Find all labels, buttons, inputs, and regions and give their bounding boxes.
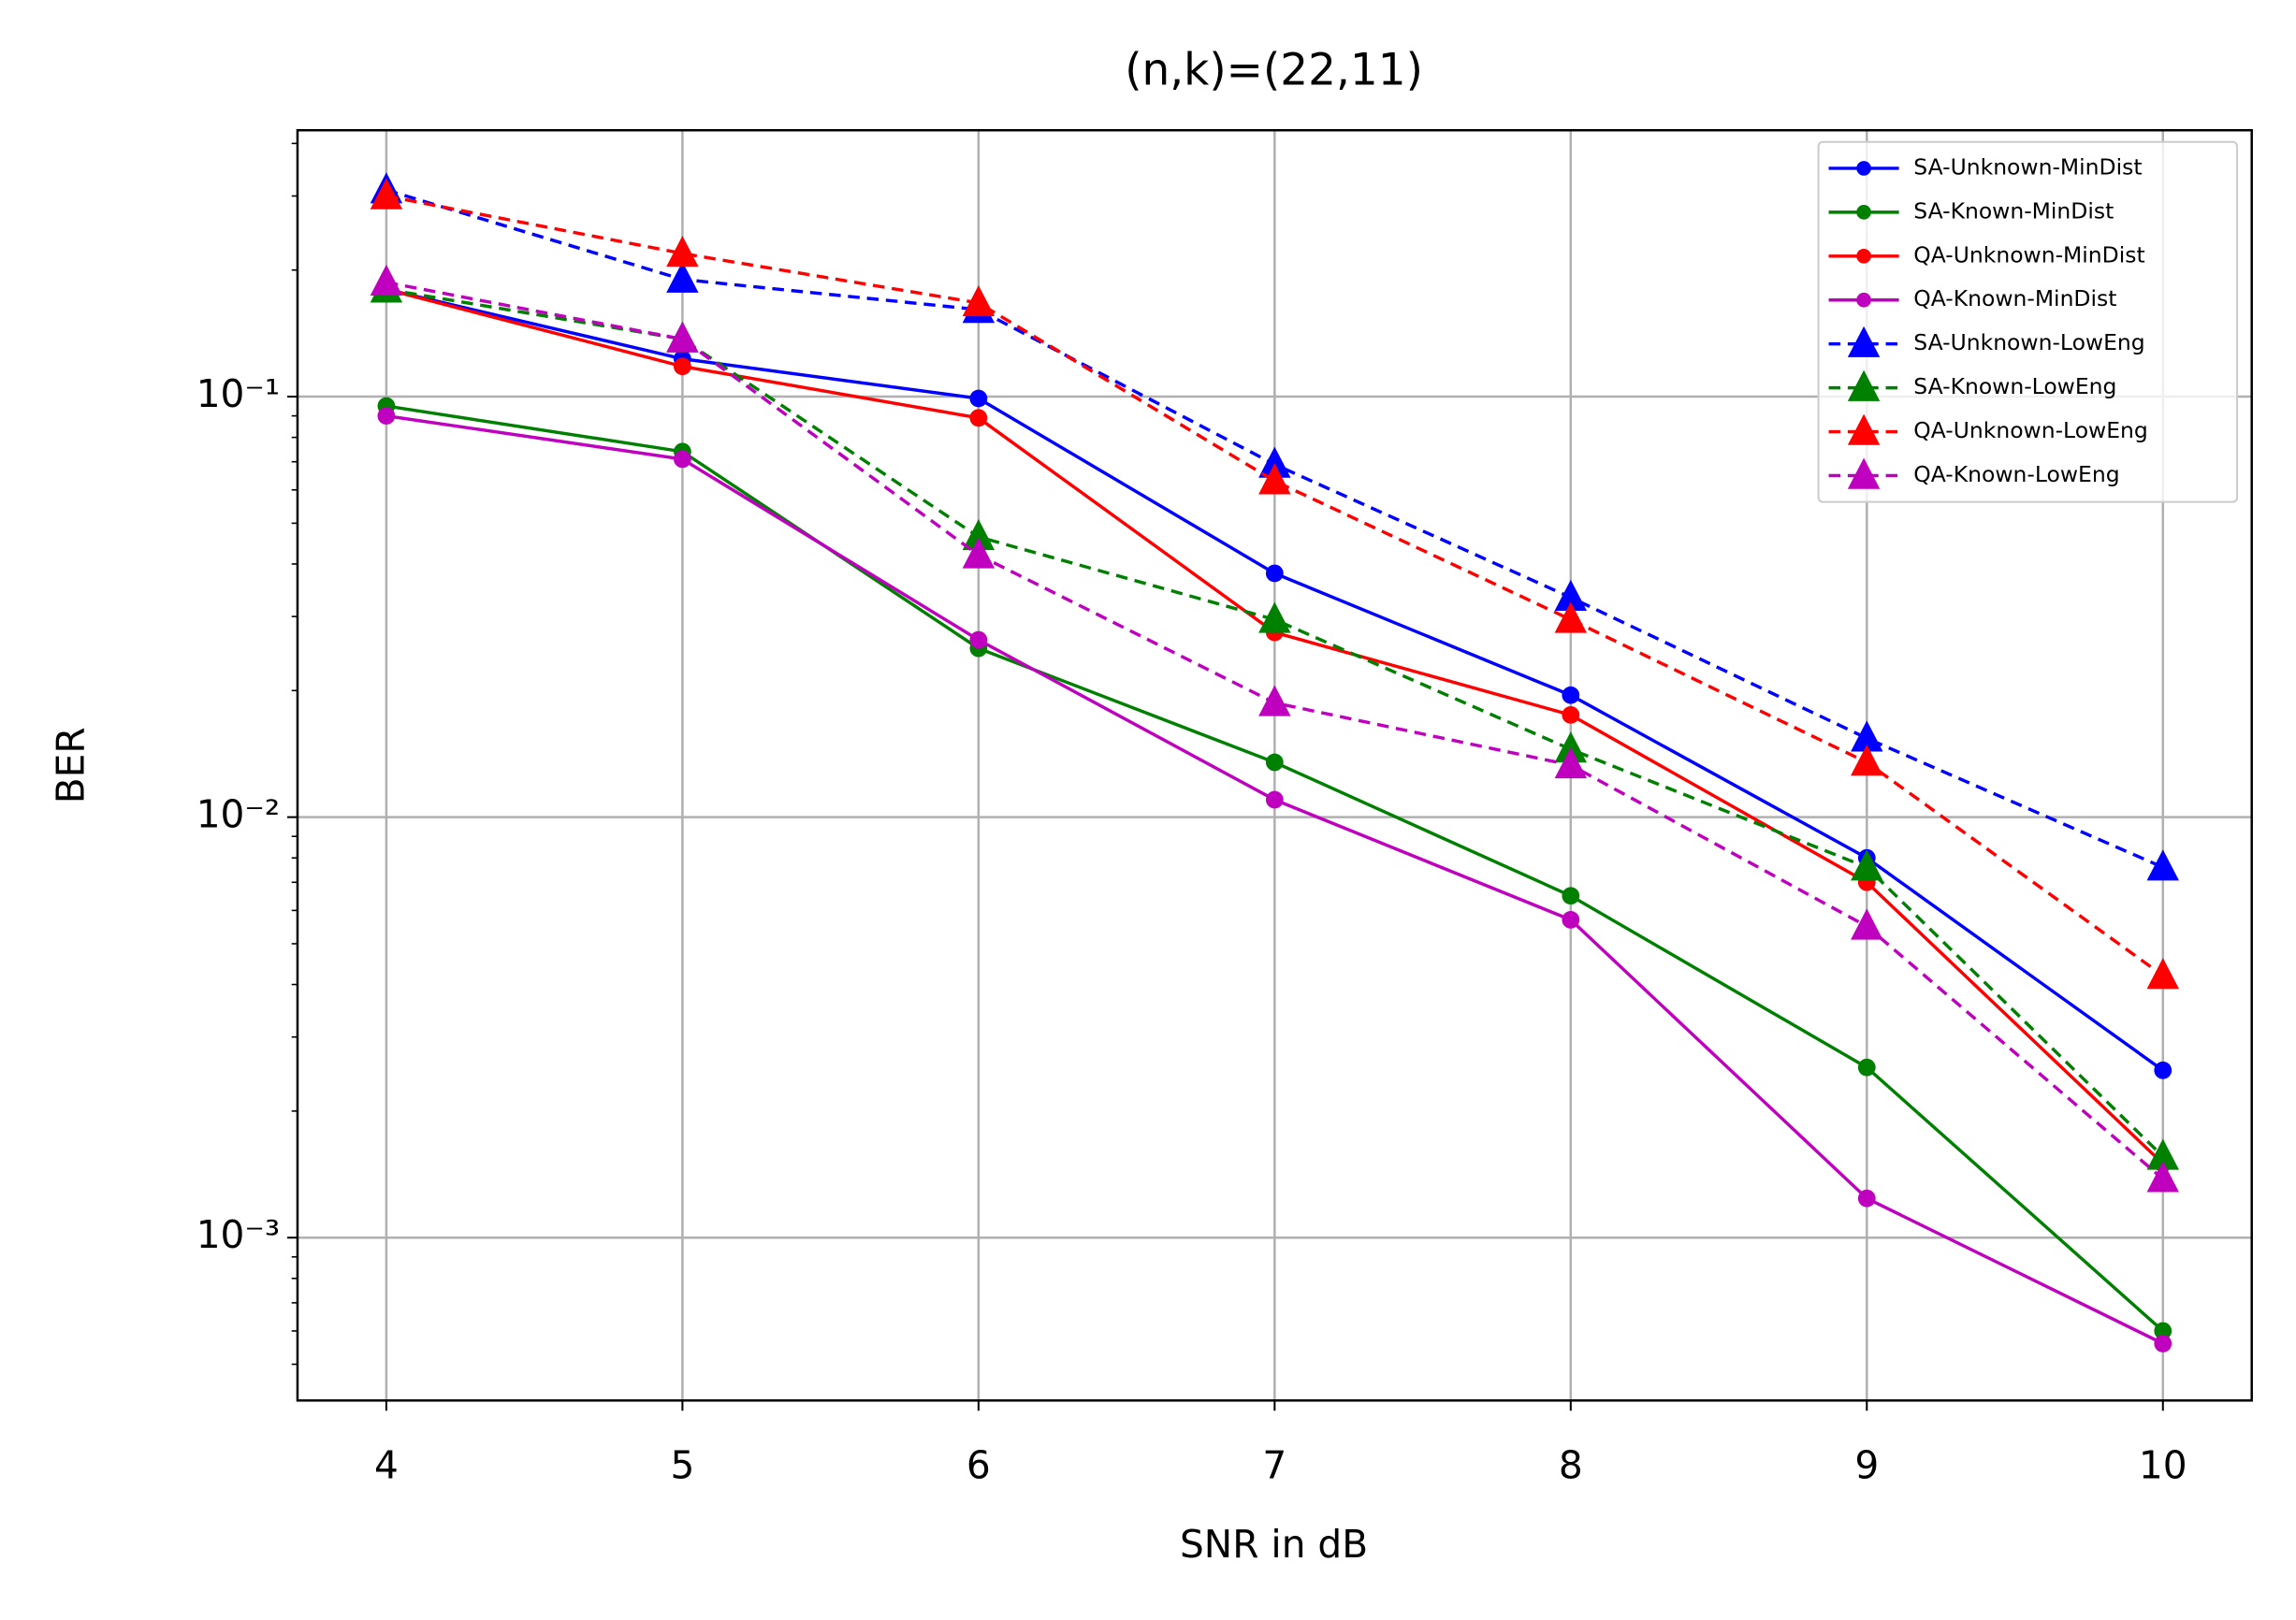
x-tick-label: 8	[1559, 1442, 1583, 1487]
marker	[1847, 413, 1881, 445]
x-axis-label: SNR in dB	[1180, 1522, 1368, 1567]
y-tick-label: 10⁻³	[196, 1212, 281, 1257]
legend-box	[1817, 140, 2239, 503]
marker	[1258, 446, 1291, 478]
marker	[1562, 686, 1580, 704]
marker	[377, 407, 396, 426]
marker	[962, 519, 995, 551]
marker	[1562, 911, 1580, 929]
marker	[666, 321, 699, 353]
marker	[1856, 161, 1871, 176]
legend-label: SA-Unknown-MinDist	[1913, 153, 2142, 180]
x-tick-label: 5	[670, 1442, 694, 1487]
y-tick-label: 10⁻²	[196, 792, 281, 837]
marker	[1857, 1189, 1876, 1208]
y-tick-label: 10⁻¹	[196, 371, 281, 416]
marker	[2146, 1161, 2179, 1193]
marker	[666, 261, 699, 293]
marker	[1857, 1058, 1876, 1077]
y-axis-label: BER	[49, 727, 94, 803]
x-tick-label: 4	[374, 1442, 399, 1487]
marker	[962, 537, 995, 569]
marker	[1265, 564, 1284, 583]
legend-label: QA-Known-MinDist	[1913, 285, 2116, 311]
legend: SA-Unknown-MinDist SA-Known-MinDist QA-Unk…	[1817, 140, 2239, 503]
marker	[1851, 720, 1883, 752]
marker	[1847, 457, 1881, 489]
marker	[1856, 205, 1871, 220]
marker	[674, 450, 691, 469]
marker	[1851, 908, 1883, 940]
marker	[1856, 292, 1871, 308]
marker	[1562, 705, 1580, 724]
marker	[962, 284, 995, 317]
legend-label: QA-Known-LowEng	[1913, 461, 2119, 487]
marker	[1258, 601, 1291, 633]
plot-frame	[296, 128, 2253, 1402]
marker	[2146, 958, 2179, 990]
marker	[2146, 1138, 2179, 1170]
legend-label: QA-Unknown-LowEng	[1913, 417, 2148, 443]
marker	[969, 409, 988, 427]
marker	[1856, 248, 1871, 264]
marker	[2154, 1335, 2172, 1352]
marker	[1258, 463, 1291, 495]
marker	[370, 264, 403, 297]
x-tick-label: 9	[1854, 1442, 1879, 1487]
x-tick-label: 7	[1262, 1442, 1286, 1487]
marker	[1851, 745, 1883, 776]
marker	[1847, 369, 1881, 401]
legend-label: QA-Unknown-MinDist	[1913, 241, 2144, 268]
marker	[1265, 753, 1284, 772]
marker	[370, 178, 403, 210]
x-tick-label: 6	[966, 1442, 991, 1487]
marker	[969, 630, 988, 649]
marker	[1554, 579, 1588, 611]
marker	[1554, 747, 1588, 779]
marker	[2146, 849, 2179, 881]
marker	[1265, 790, 1284, 809]
marker	[1562, 887, 1580, 905]
marker	[2154, 1061, 2172, 1079]
legend-label: SA-Known-LowEng	[1913, 373, 2116, 399]
marker	[969, 389, 988, 408]
marker	[1851, 849, 1883, 881]
marker	[666, 236, 699, 268]
marker	[1554, 731, 1588, 763]
marker	[1554, 601, 1588, 633]
x-tick-label: 10	[2139, 1442, 2187, 1487]
marker	[1847, 325, 1881, 357]
chart-title: (n,k)=(22,11)	[1125, 45, 1423, 96]
legend-label: SA-Unknown-LowEng	[1913, 329, 2144, 355]
marker	[1258, 685, 1291, 716]
marker	[2154, 1322, 2172, 1340]
marker	[674, 357, 691, 376]
legend-label: SA-Known-MinDist	[1913, 197, 2114, 224]
